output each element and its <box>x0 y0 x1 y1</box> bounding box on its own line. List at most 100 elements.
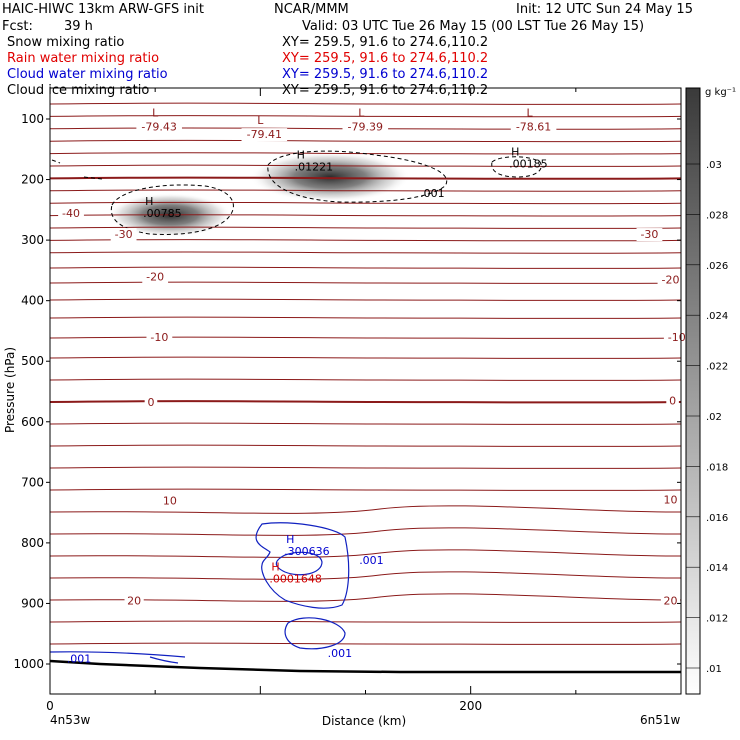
isotherm-line <box>50 593 681 602</box>
isotherm-label: -10 <box>150 331 168 344</box>
isotherm-line <box>50 549 681 558</box>
temperature-contours <box>50 102 681 645</box>
isotherm-label-bg <box>636 228 663 242</box>
isotherm-label: 10 <box>163 495 177 508</box>
isotherm-line <box>50 356 681 359</box>
low-value: -79.43 <box>141 120 176 133</box>
x-endpoint-right: 6n51w <box>640 713 681 727</box>
isotherm-line <box>50 422 681 425</box>
max-value: .300636 <box>284 545 330 558</box>
isotherm-line <box>50 189 681 192</box>
isotherm-label: 0 <box>669 395 676 408</box>
isotherm-label: -30 <box>115 228 133 241</box>
isotherm-line <box>50 642 681 645</box>
low-value: -79.41 <box>247 128 282 141</box>
isotherm-label-bg <box>142 270 169 284</box>
isotherm-line <box>50 164 681 167</box>
contour-value-label: .001 <box>328 647 353 660</box>
y-tick-label: 600 <box>21 415 44 429</box>
isotherm-label: -30 <box>640 228 658 241</box>
org-label: NCAR/MMM <box>274 2 349 17</box>
max-marker: H <box>145 195 153 208</box>
field-cloudice-xy: XY= 259.5, 91.6 to 274.6,110.2 <box>282 83 489 98</box>
isotherm-line <box>50 527 681 536</box>
snow-contour-edge <box>51 159 61 164</box>
field-cloudwater-name: Cloud water mixing ratio <box>7 67 168 82</box>
colorbar-label: .02 <box>706 412 722 423</box>
isotherm-line <box>50 620 681 623</box>
y-tick-label: 1000 <box>13 657 44 671</box>
isotherm-line <box>50 201 681 205</box>
snow-contour-center <box>267 150 448 203</box>
x-tick-label: 0 <box>46 699 54 713</box>
field-snow-xy: XY= 259.5, 91.6 to 274.6,110.2 <box>282 35 489 50</box>
isotherm-label-bg <box>660 493 681 507</box>
isotherm-label: 20 <box>127 594 141 607</box>
cloud-water-contours <box>50 522 350 664</box>
max-marker: H <box>511 145 519 158</box>
low-marker: L <box>152 106 159 119</box>
x-endpoint-left: 4n53w <box>50 713 91 727</box>
isotherm-line <box>50 239 681 242</box>
field-cloudwater-xy: XY= 259.5, 91.6 to 274.6,110.2 <box>282 67 489 82</box>
colorbar: g kg⁻¹ .03 .028 .026 .024 .022 .02 .018 .016 .01… <box>685 87 736 695</box>
isotherm-line <box>50 176 681 180</box>
max-value: .00785 <box>143 207 182 220</box>
max-marker: H <box>271 560 279 573</box>
isotherm-label: 0 <box>147 396 154 409</box>
field-snow-name: Snow mixing ratio <box>7 35 125 50</box>
isotherm-line <box>50 102 681 105</box>
isotherm-label-bg <box>110 228 137 242</box>
isotherm-line <box>50 251 681 254</box>
isotherm-line <box>50 298 681 301</box>
snow-max-shade-center <box>250 152 410 202</box>
ground-terrain-line <box>50 659 681 674</box>
cloud-water-contour-inner <box>275 551 323 576</box>
colorbar-label: .026 <box>706 261 728 272</box>
low-value: -79.39 <box>348 120 383 133</box>
isotherm-line <box>50 505 681 514</box>
colorbar-label: .014 <box>706 563 728 574</box>
cloud-water-contour-surface-2 <box>149 656 179 664</box>
low-marker: L <box>358 106 365 119</box>
isotherm-label: -20 <box>146 270 164 283</box>
isotherm-line <box>50 571 681 580</box>
low-marker: L <box>526 106 533 119</box>
isotherm-line <box>50 488 681 491</box>
isotherm-label: -20 <box>661 273 679 286</box>
valid-time: Valid: 03 UTC Tue 26 May 15 (00 LST Tue … <box>302 19 645 34</box>
isotherm-line <box>50 152 681 155</box>
isotherm-line <box>50 400 681 404</box>
low-marker: L <box>257 114 264 127</box>
isotherm-line <box>50 266 681 269</box>
isotherm-line <box>50 226 681 229</box>
isotherm-label-bg <box>663 331 690 344</box>
field-rain-xy: XY= 259.5, 91.6 to 274.6,110.2 <box>282 51 489 66</box>
isotherm-label-bg <box>660 594 681 608</box>
isotherm-label-bg <box>666 394 679 408</box>
snow-contour-fragment <box>83 176 103 180</box>
isotherm-label-bg <box>146 331 173 344</box>
snow-contours <box>51 150 542 235</box>
x-axis: 0 20 0 <box>46 88 682 713</box>
isotherm-label: -40 <box>62 207 80 220</box>
contour-value-label: .001 <box>420 187 445 200</box>
y-tick-label: 800 <box>21 536 44 550</box>
colorbar-gradient <box>685 87 701 695</box>
colorbar-label: .012 <box>706 614 728 625</box>
max-value: .01221 <box>295 160 334 173</box>
isotherm-line <box>50 444 681 447</box>
field-cloudice-name: Cloud ice mixing ratio <box>7 83 150 98</box>
max-marker: H <box>297 148 305 161</box>
max-marker: H <box>286 533 294 546</box>
y-tick-label: 200 <box>21 173 44 187</box>
init-time: Init: 12 UTC Sun 24 May 15 <box>516 2 693 17</box>
low-value-bg <box>342 120 389 134</box>
model-title: HAIC-HIWC 13km ARW-GFS init <box>2 2 204 17</box>
low-value: -78.61 <box>516 120 551 133</box>
isotherm-label: 20 <box>663 594 677 607</box>
field-rain-name: Rain water mixing ratio <box>7 51 160 66</box>
cloud-water-contour-surface <box>50 651 186 658</box>
